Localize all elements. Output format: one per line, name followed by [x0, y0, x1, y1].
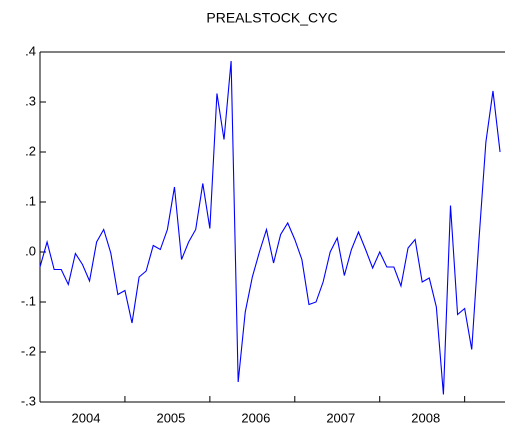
y-tick-label: -.2 — [21, 343, 36, 358]
y-tick-label: .2 — [25, 143, 36, 158]
x-tick-label: 2005 — [156, 410, 185, 425]
y-tick-label: -.1 — [21, 293, 36, 308]
y-tick-label: .4 — [25, 43, 36, 58]
chart-title: PREALSTOCK_CYC — [206, 10, 337, 26]
y-tick-label: .3 — [25, 93, 36, 108]
y-tick-label: -.3 — [21, 393, 36, 408]
y-tick-label: .1 — [25, 193, 36, 208]
y-tick-label: .0 — [25, 243, 36, 258]
x-tick-label: 2004 — [72, 410, 101, 425]
x-tick-label: 2008 — [411, 410, 440, 425]
x-tick-label: 2007 — [326, 410, 355, 425]
x-tick-label: 2006 — [241, 410, 270, 425]
series-line — [39, 60, 501, 395]
